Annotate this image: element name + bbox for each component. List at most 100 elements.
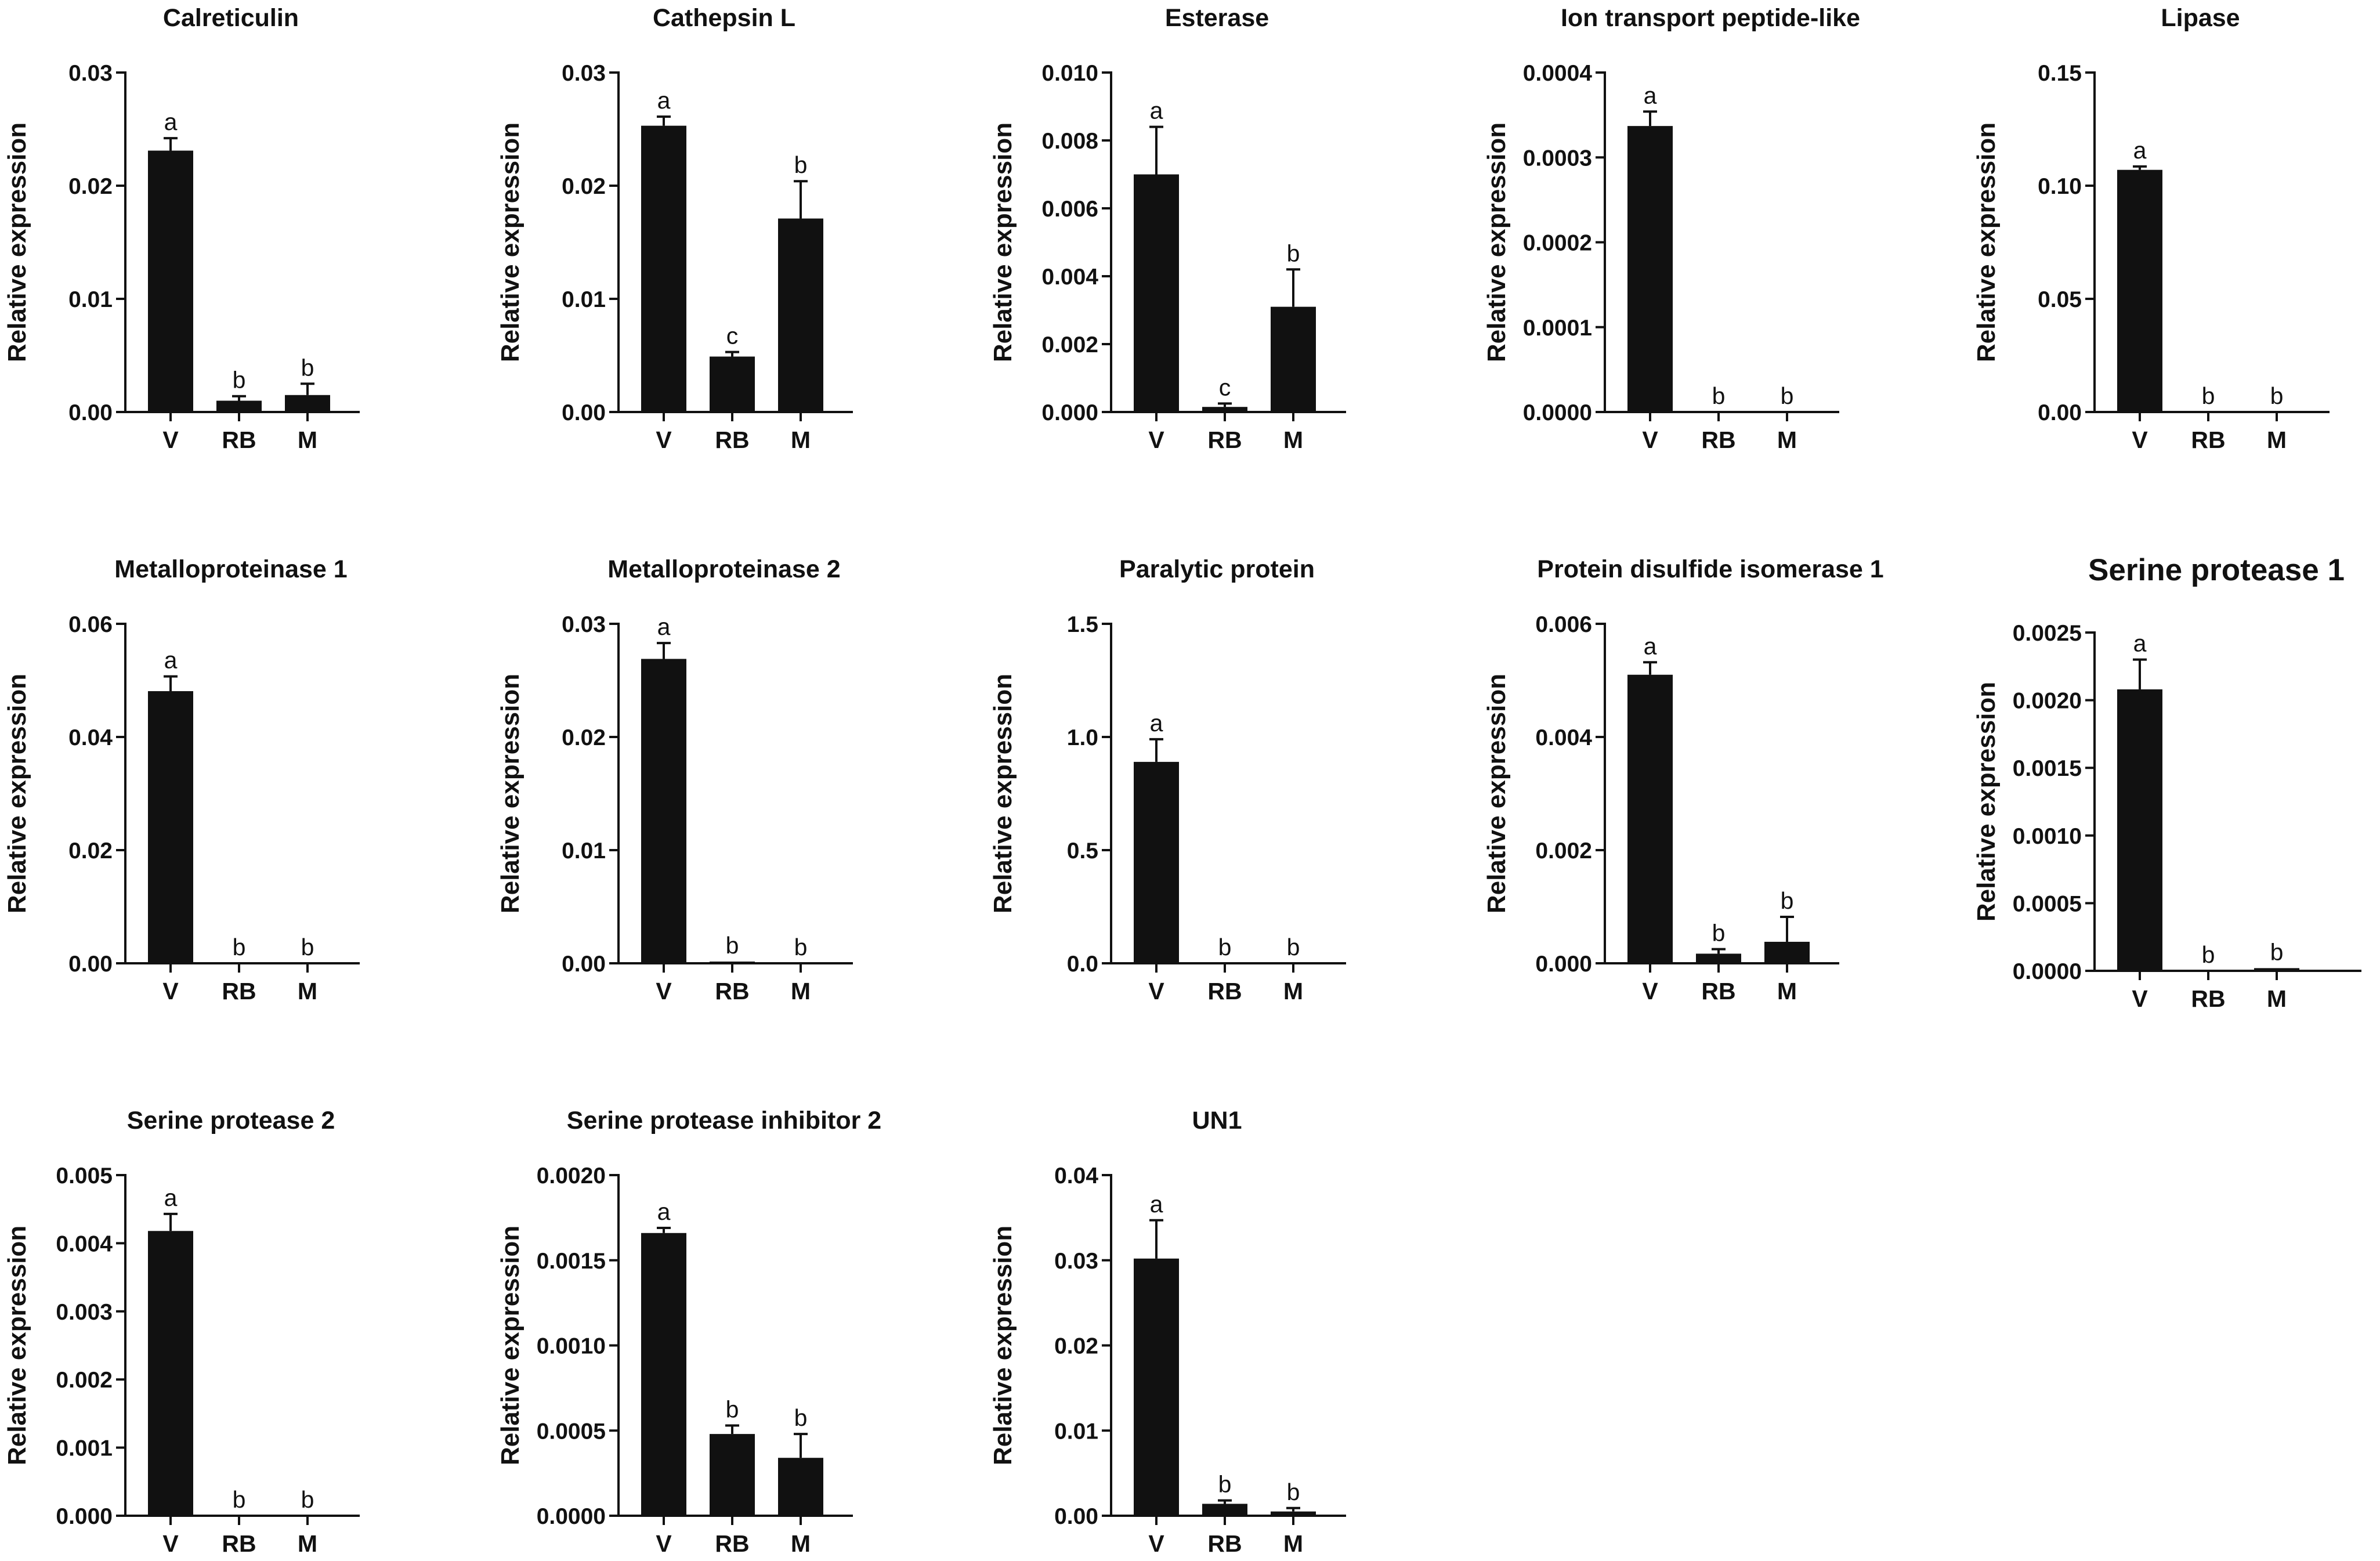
y-tick-label: 0.0020 <box>537 1163 606 1188</box>
chart-panel: UN1 Relative expression 0.00 0.01 0.02 0.03 0.… <box>989 1107 1346 1557</box>
y-tick-label: 0.00 <box>562 400 606 425</box>
y-axis-label: Relative expression <box>3 122 31 362</box>
y-tick-label: 0.004 <box>1535 725 1592 750</box>
y-tick-label: 0.002 <box>1041 333 1098 357</box>
bar <box>710 356 755 412</box>
category-label: RB <box>1701 427 1735 453</box>
bar <box>778 218 823 412</box>
bar <box>641 1233 686 1516</box>
y-tick-label: 0.03 <box>562 612 606 637</box>
category-label: RB <box>1207 978 1242 1004</box>
y-tick-label: 0.0025 <box>2013 621 2082 646</box>
y-tick-label: 0.02 <box>562 174 606 199</box>
significance-letter: b <box>1287 1479 1300 1505</box>
category-label: RB <box>222 427 256 453</box>
category-label: M <box>1283 978 1303 1004</box>
category-label: RB <box>2191 985 2225 1012</box>
chart-panel: Cathepsin L Relative expression 0.00 0.01 0.… <box>496 4 853 453</box>
bar <box>778 1458 823 1516</box>
category-label: M <box>1283 1530 1303 1557</box>
category-label: M <box>298 427 317 453</box>
y-axis-label: Relative expression <box>989 122 1017 362</box>
y-tick-label: 0.010 <box>1041 61 1098 86</box>
y-tick-label: 0.05 <box>2038 287 2082 312</box>
significance-letter: b <box>233 934 246 960</box>
significance-letter: c <box>726 323 739 349</box>
y-tick-label: 0.03 <box>562 61 606 86</box>
chart-panel: Serine protease 1 Relative expression 0.00… <box>1972 553 2361 1012</box>
y-tick-label: 0.00 <box>562 952 606 977</box>
chart-panel: Metalloproteinase 2 Relative expression 0.… <box>496 555 853 1004</box>
category-label: RB <box>222 1530 256 1557</box>
chart-title: Metalloproteinase 1 <box>114 555 347 583</box>
significance-letter: b <box>1218 1471 1232 1498</box>
category-label: RB <box>1701 978 1735 1004</box>
y-tick-label: 1.0 <box>1067 725 1098 750</box>
category-label: V <box>656 978 672 1004</box>
chart-title: Serine protease inhibitor 2 <box>567 1107 881 1134</box>
y-tick-label: 0.0000 <box>2013 959 2082 984</box>
significance-letter: b <box>233 1486 246 1513</box>
y-tick-label: 1.5 <box>1067 612 1098 637</box>
chart-title: Protein disulfide isomerase 1 <box>1537 555 1883 583</box>
category-label: M <box>791 978 811 1004</box>
y-tick-label: 0.001 <box>56 1436 113 1461</box>
chart-title: Serine protease 1 <box>2088 553 2345 587</box>
chart-title: Metalloproteinase 2 <box>607 555 840 583</box>
category-label: V <box>1148 427 1164 453</box>
significance-letter: a <box>2133 630 2147 657</box>
category-label: RB <box>1207 427 1242 453</box>
significance-letter: a <box>1150 97 1163 124</box>
significance-letter: b <box>726 1396 739 1422</box>
bar <box>1134 761 1179 963</box>
chart-panel: Ion transport peptide-like Relative expre… <box>1482 4 1860 453</box>
category-label: M <box>791 1530 811 1557</box>
chart-title: Serine protease 2 <box>127 1107 335 1134</box>
significance-letter: b <box>301 354 314 381</box>
category-label: RB <box>715 427 749 453</box>
y-axis-label: Relative expression <box>3 674 31 913</box>
significance-letter: b <box>2270 938 2284 965</box>
category-label: M <box>298 978 317 1004</box>
y-tick-label: 0.0 <box>1067 952 1098 977</box>
significance-letter: a <box>1644 82 1657 109</box>
category-label: M <box>1283 427 1303 453</box>
significance-letter: a <box>1150 1191 1163 1217</box>
bar <box>1271 1511 1316 1516</box>
bar <box>2254 968 2299 971</box>
significance-letter: b <box>301 1486 314 1513</box>
bar <box>216 400 262 412</box>
bar <box>1134 174 1179 412</box>
y-tick-label: 0.5 <box>1067 839 1098 863</box>
significance-letter: b <box>794 934 808 960</box>
significance-letter: b <box>233 367 246 393</box>
bar <box>1271 306 1316 412</box>
y-tick-label: 0.000 <box>1041 400 1098 425</box>
y-tick-label: 0.0020 <box>2013 689 2082 714</box>
significance-letter: b <box>794 151 808 178</box>
y-tick-label: 0.002 <box>56 1368 113 1393</box>
y-tick-label: 0.00 <box>2038 400 2082 425</box>
y-tick-label: 0.0015 <box>2013 756 2082 781</box>
y-tick-label: 0.004 <box>56 1231 113 1256</box>
chart-panel: Protein disulfide isomerase 1 Relative ex… <box>1482 555 1884 1004</box>
y-tick-label: 0.0010 <box>2013 824 2082 849</box>
category-label: RB <box>2191 427 2225 453</box>
significance-letter: b <box>301 934 314 960</box>
y-tick-label: 0.005 <box>56 1163 113 1188</box>
y-tick-label: 0.0001 <box>1523 316 1592 341</box>
y-tick-label: 0.0010 <box>537 1334 606 1359</box>
y-axis-label: Relative expression <box>496 1226 525 1465</box>
chart-title: Cathepsin L <box>653 4 795 32</box>
category-label: M <box>2267 427 2287 453</box>
bar <box>1696 953 1741 963</box>
bar <box>1627 674 1673 963</box>
significance-letter: c <box>1219 374 1231 400</box>
chart-panel: Lipase Relative expression 0.00 0.05 0.10 0.1… <box>1972 4 2330 453</box>
bar <box>710 962 755 963</box>
chart-panel: Serine protease inhibitor 2 Relative expr… <box>496 1107 881 1557</box>
significance-letter: a <box>1644 633 1657 659</box>
category-label: V <box>162 978 179 1004</box>
y-tick-label: 0.0004 <box>1523 61 1593 86</box>
